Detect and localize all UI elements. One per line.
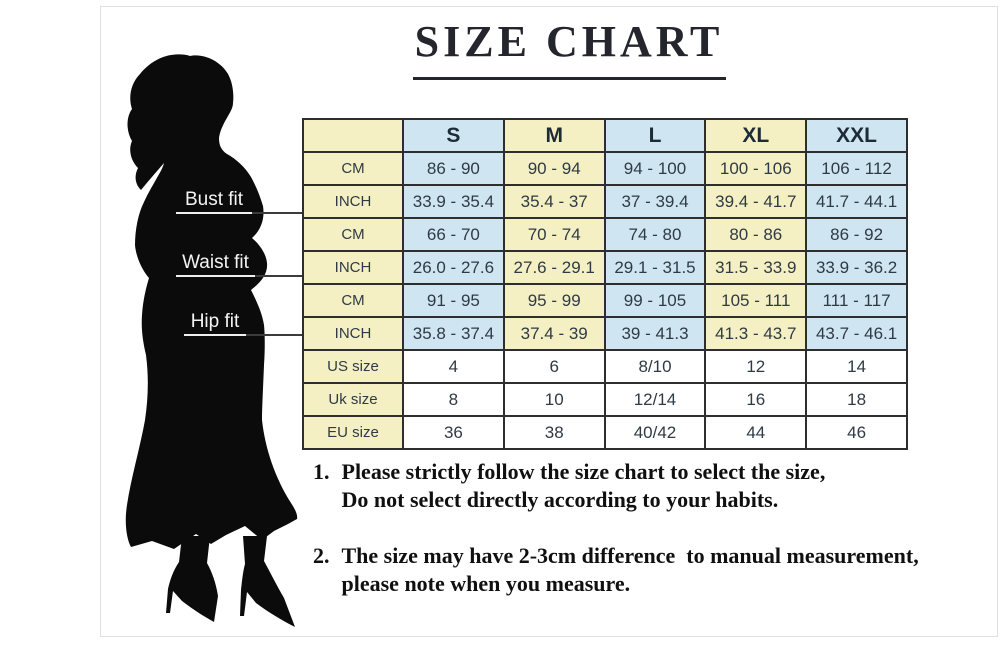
note-item: 2. The size may have 2-3cm difference to…	[313, 542, 919, 597]
size-cell: 86 - 90	[402, 151, 505, 186]
size-cell: 26.0 - 27.6	[402, 250, 505, 285]
size-cell: 12	[704, 349, 808, 384]
size-column-header: XXL	[805, 118, 908, 153]
size-cell: 41.3 - 43.7	[704, 316, 808, 351]
title-underline	[413, 77, 726, 80]
size-cell: 40/42	[603, 415, 707, 450]
size-cell: 106 - 112	[805, 151, 908, 186]
size-cell: 90 - 94	[502, 151, 606, 186]
corner-cell	[302, 118, 404, 153]
size-cell: 33.9 - 36.2	[805, 250, 908, 285]
row-label: CM	[302, 217, 404, 252]
waist-fit-label: Waist fit	[176, 253, 255, 277]
size-cell: 105 - 111	[704, 283, 808, 318]
size-column-header: M	[502, 118, 606, 153]
table-row: EU size 36 38 40/42 44 46	[302, 415, 908, 450]
bust-connector-line	[252, 212, 303, 214]
size-cell: 99 - 105	[603, 283, 707, 318]
size-cell: 111 - 117	[805, 283, 908, 318]
size-table: S M L XL XXL CM 86 - 90 90 - 94 94 - 100 100 - 10…	[302, 118, 908, 450]
size-cell: 14	[805, 349, 908, 384]
size-cell: 37 - 39.4	[603, 184, 707, 219]
note-number: 1.	[313, 459, 330, 484]
bust-fit-label: Bust fit	[176, 190, 252, 214]
size-cell: 35.8 - 37.4	[402, 316, 505, 351]
size-cell: 18	[805, 382, 908, 417]
table-row: INCH 26.0 - 27.6 27.6 - 29.1 29.1 - 31.5 31.…	[302, 250, 908, 285]
table-row: INCH 35.8 - 37.4 37.4 - 39 39 - 41.3 41.3 - …	[302, 316, 908, 351]
size-cell: 94 - 100	[603, 151, 707, 186]
size-column-header: XL	[704, 118, 808, 153]
size-cell: 95 - 99	[502, 283, 606, 318]
header-row: S M L XL XXL	[302, 118, 908, 153]
size-cell: 10	[502, 382, 606, 417]
row-label: US size	[302, 349, 404, 384]
size-cell: 12/14	[603, 382, 707, 417]
size-cell: 8	[402, 382, 505, 417]
row-label: EU size	[302, 415, 404, 450]
waist-connector-line	[255, 275, 303, 277]
size-cell: 100 - 106	[704, 151, 808, 186]
right-leg-heel	[240, 536, 295, 627]
size-column-header: L	[603, 118, 707, 153]
size-cell: 86 - 92	[805, 217, 908, 252]
left-leg-heel	[166, 536, 218, 622]
size-cell: 37.4 - 39	[502, 316, 606, 351]
size-cell: 6	[502, 349, 606, 384]
size-cell: 74 - 80	[603, 217, 707, 252]
table-row: US size 4 6 8/10 12 14	[302, 349, 908, 384]
size-cell: 80 - 86	[704, 217, 808, 252]
page-title: SIZE CHART	[414, 17, 724, 66]
size-cell: 33.9 - 35.4	[402, 184, 505, 219]
hip-connector-line	[246, 334, 303, 336]
row-label: INCH	[302, 184, 404, 219]
note-number: 2.	[313, 543, 330, 568]
table-row: CM 66 - 70 70 - 74 74 - 80 80 - 86 86 - 92	[302, 217, 908, 252]
size-cell: 39.4 - 41.7	[704, 184, 808, 219]
size-cell: 36	[402, 415, 505, 450]
size-cell: 4	[402, 349, 505, 384]
size-column-header: S	[402, 118, 505, 153]
size-cell: 27.6 - 29.1	[502, 250, 606, 285]
hip-fit-label: Hip fit	[184, 312, 246, 336]
size-cell: 35.4 - 37	[502, 184, 606, 219]
table-row: CM 86 - 90 90 - 94 94 - 100 100 - 106 106 - 1…	[302, 151, 908, 186]
note-line: The size may have 2-3cm difference to ma…	[341, 543, 919, 568]
size-cell: 38	[502, 415, 606, 450]
row-label: CM	[302, 283, 404, 318]
size-cell: 91 - 95	[402, 283, 505, 318]
size-cell: 29.1 - 31.5	[603, 250, 707, 285]
size-cell: 44	[704, 415, 808, 450]
size-cell: 31.5 - 33.9	[704, 250, 808, 285]
note-line: Do not select directly according to your…	[341, 486, 779, 512]
table-row: INCH 33.9 - 35.4 35.4 - 37 37 - 39.4 39.4 - …	[302, 184, 908, 219]
table-row: Uk size 8 10 12/14 16 18	[302, 382, 908, 417]
note-line: Please strictly follow the size chart to…	[341, 459, 826, 484]
row-label: Uk size	[302, 382, 404, 417]
size-cell: 16	[704, 382, 808, 417]
size-cell: 46	[805, 415, 908, 450]
table-row: CM 91 - 95 95 - 99 99 - 105 105 - 111 111 - 1…	[302, 283, 908, 318]
note-line: please note when you measure.	[341, 570, 631, 596]
size-cell: 8/10	[603, 349, 707, 384]
row-label: INCH	[302, 316, 404, 351]
note-item: 1. Please strictly follow the size chart…	[313, 458, 825, 513]
row-label: INCH	[302, 250, 404, 285]
image-frame	[100, 6, 998, 637]
size-cell: 41.7 - 44.1	[805, 184, 908, 219]
size-cell: 66 - 70	[402, 217, 505, 252]
woman-silhouette-body	[125, 54, 298, 550]
size-cell: 39 - 41.3	[603, 316, 707, 351]
size-cell: 70 - 74	[502, 217, 606, 252]
row-label: CM	[302, 151, 404, 186]
size-cell: 43.7 - 46.1	[805, 316, 908, 351]
